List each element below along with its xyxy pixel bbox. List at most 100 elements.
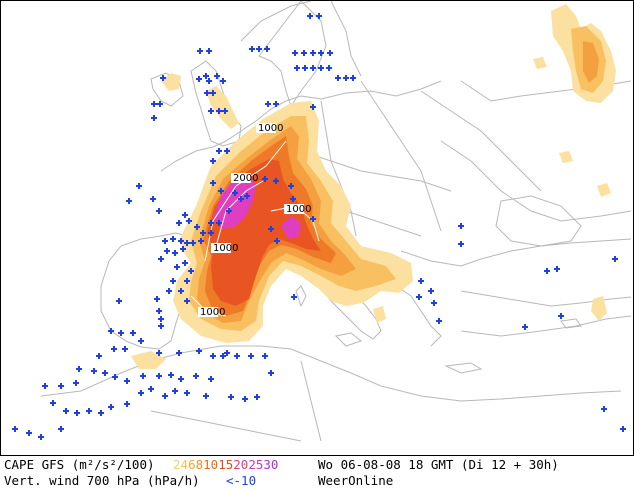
contour-labels: 1000 2000 1000 1000 1000: [198, 123, 311, 318]
cape-band-low: [533, 57, 547, 69]
wind-marker: [558, 313, 564, 319]
wind-marker: [544, 268, 550, 274]
wind-marker: [428, 288, 434, 294]
wind-marker: [244, 193, 250, 199]
wind-marker: [112, 374, 118, 380]
wind-marker: [220, 353, 226, 359]
wind-marker: [265, 101, 271, 107]
wind-marker: [156, 308, 162, 314]
wind-marker: [200, 230, 206, 236]
wind-marker: [184, 390, 190, 396]
wind-marker: [216, 108, 222, 114]
cape-label: CAPE GFS (m²/s²/100): [4, 457, 155, 472]
wind-marker: [318, 65, 324, 71]
wind-marker: [160, 75, 166, 81]
wind-marker: [310, 216, 316, 222]
wind-marker: [151, 101, 157, 107]
wind-marker: [168, 372, 174, 378]
wind-marker: [172, 388, 178, 394]
wind-marker: [208, 230, 214, 236]
contour-label: 1000: [256, 123, 283, 134]
wind-marker: [216, 148, 222, 154]
wind-marker: [292, 50, 298, 56]
wind-marker: [50, 400, 56, 406]
wind-marker: [178, 238, 184, 244]
wind-marker: [210, 158, 216, 164]
wind-marker: [148, 386, 154, 392]
wind-marker: [158, 323, 164, 329]
wind-marker: [130, 330, 136, 336]
wind-marker: [242, 396, 248, 402]
wind-marker: [166, 288, 172, 294]
wind-marker: [162, 393, 168, 399]
wind-marker: [326, 65, 332, 71]
wind-threshold: <-10: [226, 473, 257, 488]
wind-marker: [122, 346, 128, 352]
cape-band-low: [591, 296, 607, 321]
wind-marker: [26, 430, 32, 436]
cape-band-low: [206, 86, 239, 129]
wind-marker: [301, 50, 307, 56]
wind-marker: [188, 268, 194, 274]
wind-marker: [184, 298, 190, 304]
wind-marker: [96, 353, 102, 359]
wind-marker: [203, 393, 209, 399]
wind-marker: [174, 264, 180, 270]
brand-label: WeerOnline: [318, 473, 394, 488]
wind-marker: [138, 390, 144, 396]
wind-marker: [343, 75, 349, 81]
wind-marker: [210, 180, 216, 186]
map-canvas: 1000 2000 1000 1000 1000: [12, 1, 632, 442]
cape-band-low: [131, 351, 166, 369]
wind-marker: [178, 376, 184, 382]
wind-marker: [140, 373, 146, 379]
cape-band-low: [559, 151, 573, 163]
wind-marker: [458, 241, 464, 247]
wind-marker: [180, 246, 186, 252]
wind-marker: [436, 318, 442, 324]
wind-marker: [74, 410, 80, 416]
wind-marker: [118, 330, 124, 336]
cape-band-mid2: [583, 41, 599, 83]
wind-marker: [224, 350, 230, 356]
wind-marker: [108, 404, 114, 410]
wind-label: Vert. wind 700 hPa (hPa/h): [4, 473, 200, 488]
wind-marker: [203, 73, 209, 79]
wind-marker: [158, 316, 164, 322]
wind-marker: [162, 238, 168, 244]
wind-marker: [124, 378, 130, 384]
wind-marker: [208, 108, 214, 114]
wind-marker: [186, 218, 192, 224]
contour-label: 2000: [231, 173, 258, 184]
wind-marker: [86, 408, 92, 414]
wind-marker: [126, 198, 132, 204]
wind-marker: [220, 78, 226, 84]
wind-marker: [38, 434, 44, 440]
wind-marker: [216, 220, 222, 226]
wind-marker: [158, 256, 164, 262]
wind-marker: [111, 346, 117, 352]
wind-marker: [156, 208, 162, 214]
wind-marker: [138, 338, 144, 344]
wind-marker: [273, 178, 279, 184]
wind-marker: [238, 196, 244, 202]
contour-label: 1000: [284, 204, 311, 215]
wind-marker: [164, 248, 170, 254]
wind-marker: [156, 373, 162, 379]
cape-scale-value: 2: [173, 457, 181, 472]
cape-band-peak: [281, 216, 301, 239]
wind-marker: [154, 296, 160, 302]
wind-marker: [431, 300, 437, 306]
wind-marker: [58, 426, 64, 432]
wind-marker: [136, 183, 142, 189]
wind-marker: [194, 224, 200, 230]
wind-marker: [248, 353, 254, 359]
wind-marker: [458, 223, 464, 229]
wind-marker: [198, 238, 204, 244]
wind-marker: [206, 78, 212, 84]
wind-marker: [176, 220, 182, 226]
weather-map: 1000 2000 1000 1000 1000: [0, 0, 634, 456]
cape-scale-value: 30: [263, 457, 279, 472]
contour-label-text: 1000: [200, 307, 225, 318]
contour-label-text: 1000: [286, 204, 311, 215]
